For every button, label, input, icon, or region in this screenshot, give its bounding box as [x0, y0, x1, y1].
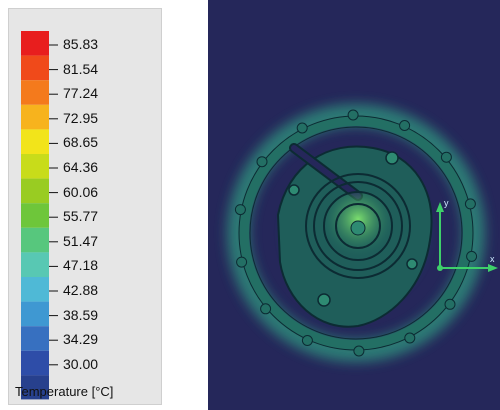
- flange-tab: [466, 250, 478, 262]
- legend-color-bar: [21, 31, 58, 400]
- legend-swatch: [21, 252, 49, 277]
- legend-tick-label: 47.18: [63, 257, 99, 274]
- legend-swatch: [21, 277, 49, 302]
- model-viewport[interactable]: y x: [208, 0, 500, 410]
- flange-tab: [236, 256, 248, 268]
- flange-tab: [296, 122, 308, 134]
- legend-swatch: [21, 154, 49, 179]
- flange-tab: [256, 156, 268, 168]
- legend-swatch: [21, 203, 49, 228]
- legend-swatch: [21, 55, 49, 81]
- legend-tick-label: 64.36: [63, 159, 99, 175]
- flange-tab: [404, 332, 416, 344]
- legend-tick-label: 34.29: [63, 331, 99, 348]
- legend-swatch: [21, 31, 49, 56]
- legend-tick-label: 68.65: [63, 134, 99, 151]
- legend-swatch: [21, 301, 49, 327]
- triad-x-label: x: [490, 254, 495, 264]
- legend-swatch: [21, 80, 49, 105]
- flange-tab: [440, 151, 452, 163]
- temperature-legend: 85.83 81.54 77.24 72.95 68.65 64.36 60.06 55.77…: [8, 8, 162, 405]
- legend-swatch-bottom: [21, 375, 49, 400]
- legend-tick-label: 85.83: [63, 36, 99, 52]
- inner-plate: [276, 143, 433, 328]
- legend-tick-label: 60.06: [63, 183, 99, 200]
- legend-swatch: [21, 350, 49, 376]
- flange-tab: [444, 298, 456, 310]
- coordinate-triad: y x: [436, 198, 498, 272]
- legend-swatch: [21, 227, 49, 253]
- flange-tab: [464, 198, 476, 210]
- flange-tab: [234, 204, 246, 216]
- legend-swatch: [21, 326, 49, 351]
- flange-tab: [353, 345, 365, 357]
- legend-swatch: [21, 129, 49, 154]
- legend-swatch: [21, 104, 49, 130]
- flange-tab: [399, 120, 411, 131]
- legend-tick-label: 72.95: [63, 109, 99, 126]
- flange-tab: [301, 335, 313, 346]
- legend-tick-label: 51.47: [63, 232, 99, 249]
- legend-title: Temperature [°C]: [15, 384, 114, 399]
- thermal-model-view: y x: [208, 0, 500, 410]
- legend-tick-label: 38.59: [63, 306, 99, 323]
- legend-swatch: [21, 178, 49, 204]
- legend-tick-label: 77.24: [63, 85, 99, 102]
- legend-tick-label: 42.88: [63, 282, 99, 298]
- flange-tab: [347, 109, 359, 121]
- legend-tick-label: 81.54: [63, 60, 99, 77]
- flange-tab: [260, 303, 272, 315]
- outer-flange-ring: [234, 109, 478, 357]
- triad-y-label: y: [444, 198, 449, 208]
- legend-tick-label: 30.00: [63, 355, 99, 372]
- legend-tick-label: 55.77: [63, 208, 99, 225]
